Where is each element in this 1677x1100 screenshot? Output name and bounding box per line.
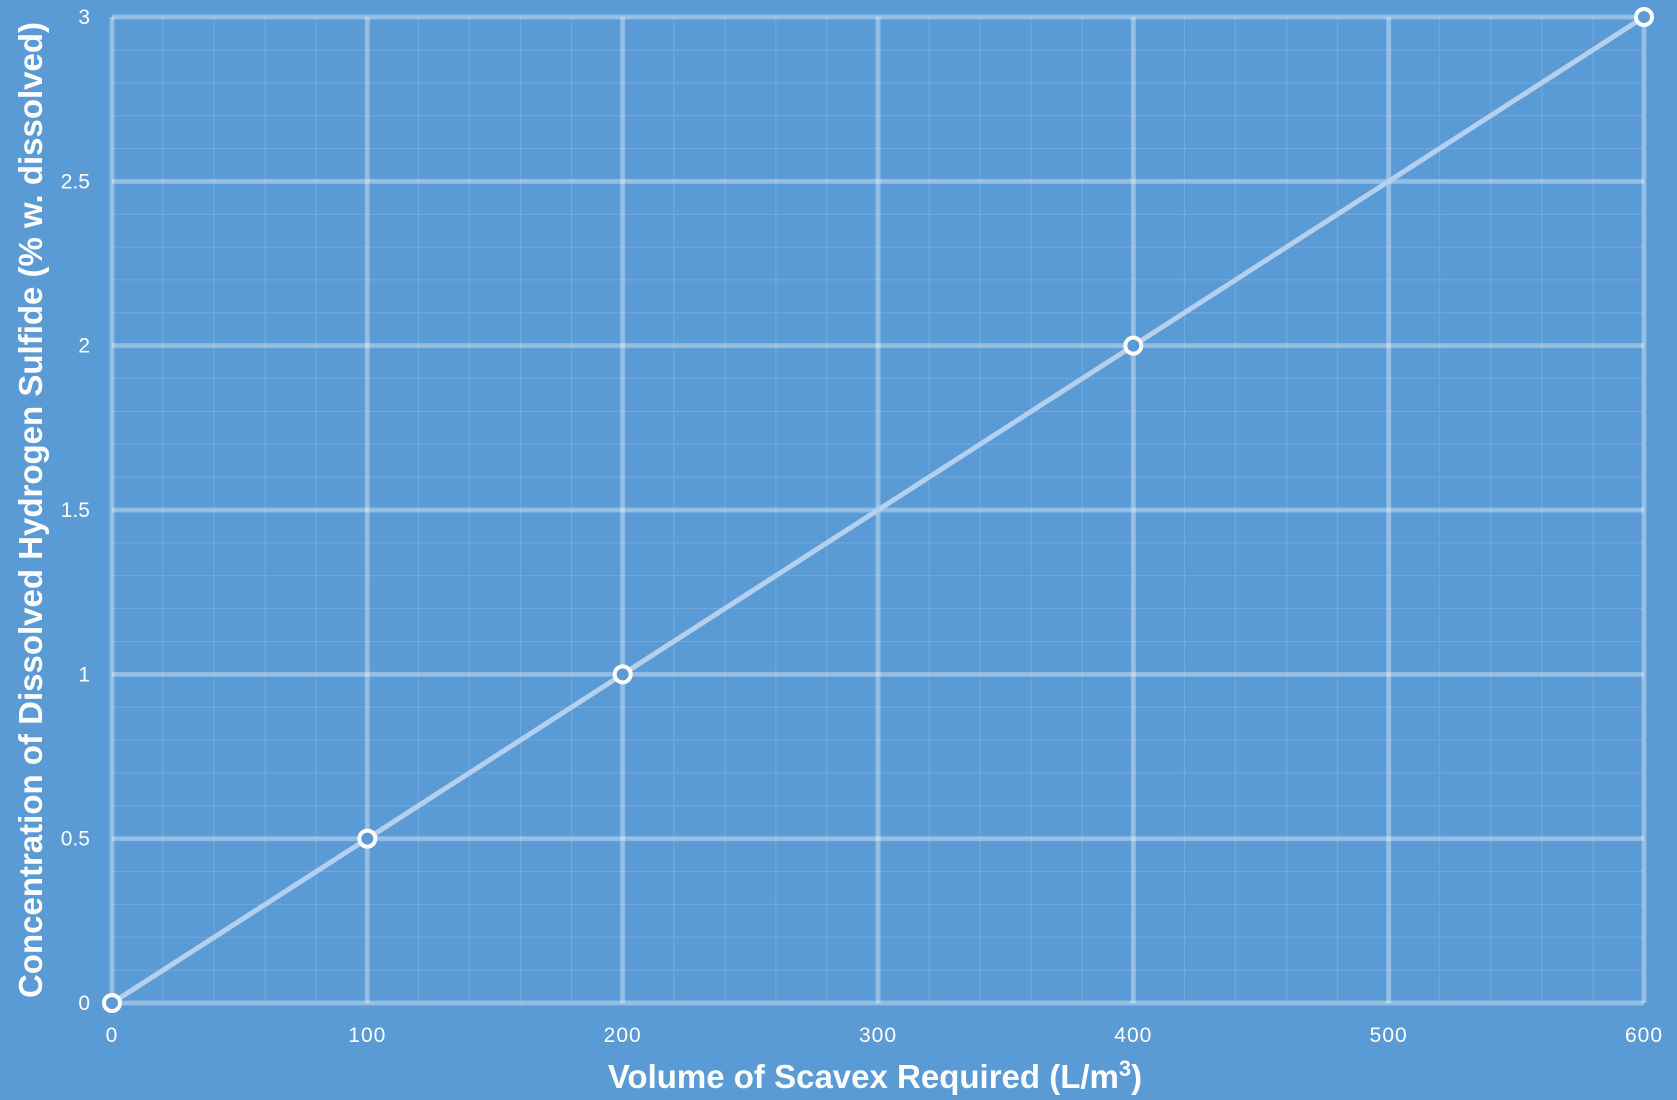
y-tick-label: 2 bbox=[78, 335, 90, 358]
x-axis-title-tail: ) bbox=[1131, 1058, 1142, 1095]
x-tick-label: 400 bbox=[1114, 1024, 1152, 1047]
data-point-marker bbox=[1634, 7, 1654, 27]
data-point-marker bbox=[102, 993, 122, 1013]
data-point-marker bbox=[1123, 335, 1144, 356]
y-axis-title: Concentration of Dissolved Hydrogen Sulf… bbox=[12, 22, 49, 998]
y-tick-label: 3 bbox=[78, 6, 90, 29]
x-tick-label: 0 bbox=[106, 1024, 119, 1047]
x-tick-label: 200 bbox=[604, 1024, 642, 1047]
markers-layer bbox=[102, 7, 1654, 1013]
data-point-marker bbox=[357, 828, 378, 849]
x-tick-label: 100 bbox=[348, 1024, 386, 1047]
y-tick-label: 1 bbox=[78, 663, 90, 686]
y-axis-tick-labels: 0 0.5 1 1.5 2 2.5 3 bbox=[61, 6, 90, 1015]
x-tick-label: 300 bbox=[859, 1024, 897, 1047]
x-tick-label: 500 bbox=[1370, 1024, 1408, 1047]
minor-gridlines bbox=[111, 16, 1645, 1004]
x-axis-title: Volume of Scavex Required (L/m3) bbox=[608, 1056, 1142, 1095]
x-axis-title-superscript: 3 bbox=[1119, 1056, 1131, 1081]
y-tick-label: 0.5 bbox=[61, 828, 90, 851]
data-point-marker bbox=[612, 664, 633, 685]
y-tick-label: 0 bbox=[78, 992, 90, 1015]
y-tick-label: 2.5 bbox=[61, 170, 90, 193]
x-axis-title-main: Volume of Scavex Required (L/m bbox=[608, 1058, 1119, 1095]
y-tick-label: 1.5 bbox=[61, 499, 90, 522]
x-tick-label: 600 bbox=[1625, 1024, 1663, 1047]
x-axis-tick-labels: 0 100 200 300 400 500 600 bbox=[106, 1024, 1663, 1047]
